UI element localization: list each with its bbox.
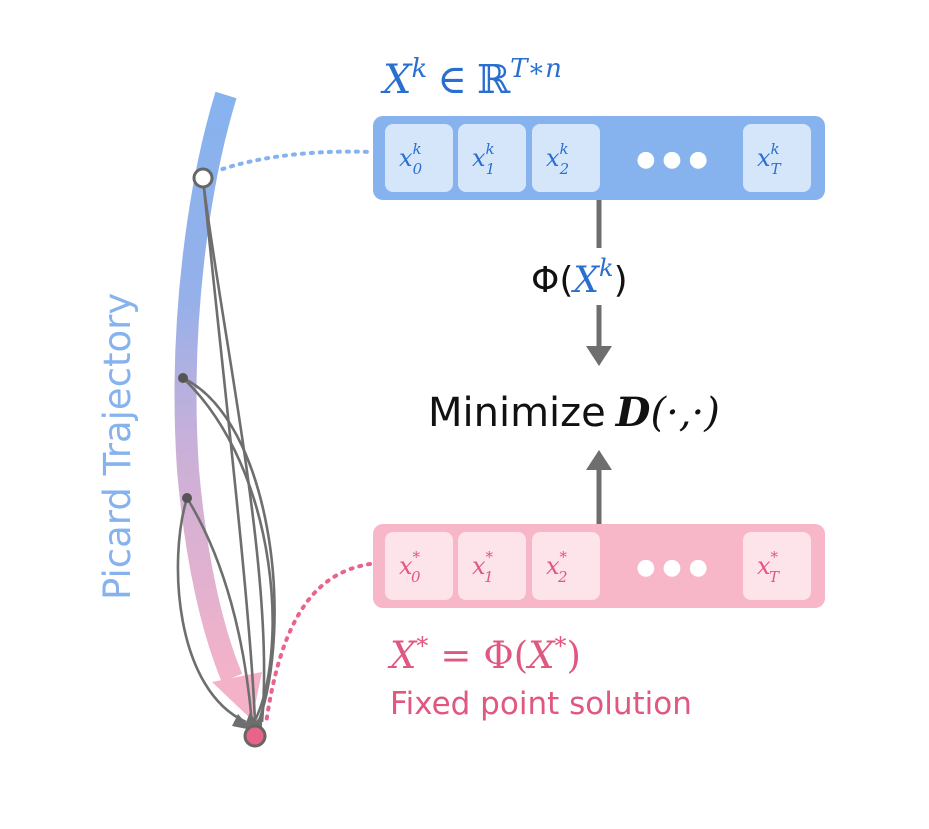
objective-label: Minimize D(·,·) bbox=[428, 389, 720, 436]
bottom-cell-0 bbox=[385, 532, 453, 600]
trajectory-label: Picard Trajectory bbox=[96, 293, 139, 600]
fixed-point-equation: X* = Φ(X*) bbox=[387, 632, 581, 677]
top-cell-2 bbox=[532, 124, 600, 192]
up-arrow-head bbox=[586, 450, 612, 470]
top-vector-title: Xk ∈ ℝT∗n bbox=[380, 54, 562, 103]
fixed-point-marker bbox=[245, 726, 265, 746]
bottom-vector-bar: x* 0 x* 1 x* 2 x* T ● ● ● bbox=[373, 524, 825, 608]
fixed-point-caption: Fixed point solution bbox=[390, 686, 692, 722]
top-cell-1 bbox=[458, 124, 526, 192]
picard-trajectory-arrow bbox=[186, 95, 262, 720]
intermediate-dot-2 bbox=[182, 493, 192, 503]
intermediate-dot-1 bbox=[178, 373, 188, 383]
bottom-cell-3 bbox=[743, 532, 811, 600]
map-label: Φ(Xk) bbox=[531, 254, 628, 301]
down-arrow-head bbox=[586, 346, 612, 366]
bottom-cell-1 bbox=[458, 532, 526, 600]
bottom-dotted-connector bbox=[266, 564, 370, 724]
bottom-cell-2 bbox=[532, 532, 600, 600]
start-point-marker bbox=[194, 169, 212, 187]
bottom-ellipsis: ● ● ● bbox=[636, 555, 708, 580]
top-dotted-connector bbox=[214, 152, 372, 172]
top-ellipsis: ● ● ● bbox=[636, 147, 708, 172]
top-cell-0 bbox=[385, 124, 453, 192]
top-vector-bar: xk 0 xk 1 xk 2 xk T ● ● ● bbox=[373, 116, 825, 200]
top-cell-3 bbox=[743, 124, 811, 192]
